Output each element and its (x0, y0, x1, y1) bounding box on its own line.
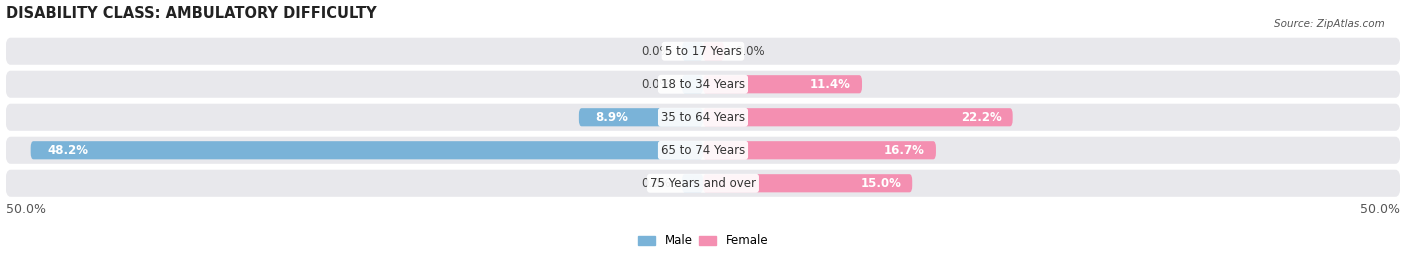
FancyBboxPatch shape (703, 108, 1012, 126)
Text: 16.7%: 16.7% (884, 144, 925, 157)
FancyBboxPatch shape (703, 141, 936, 159)
Text: 0.0%: 0.0% (641, 78, 671, 91)
Text: 11.4%: 11.4% (810, 78, 851, 91)
FancyBboxPatch shape (703, 174, 912, 192)
Text: DISABILITY CLASS: AMBULATORY DIFFICULTY: DISABILITY CLASS: AMBULATORY DIFFICULTY (6, 6, 377, 20)
FancyBboxPatch shape (6, 137, 1400, 164)
Text: 22.2%: 22.2% (960, 111, 1001, 124)
FancyBboxPatch shape (31, 141, 703, 159)
FancyBboxPatch shape (6, 104, 1400, 131)
Text: 50.0%: 50.0% (6, 203, 45, 216)
Text: 0.0%: 0.0% (641, 45, 671, 58)
Text: 35 to 64 Years: 35 to 64 Years (661, 111, 745, 124)
FancyBboxPatch shape (579, 108, 703, 126)
FancyBboxPatch shape (6, 38, 1400, 65)
FancyBboxPatch shape (703, 42, 724, 60)
Text: 8.9%: 8.9% (596, 111, 628, 124)
FancyBboxPatch shape (682, 75, 703, 93)
Text: 15.0%: 15.0% (860, 177, 901, 190)
Text: 0.0%: 0.0% (735, 45, 765, 58)
Text: 48.2%: 48.2% (48, 144, 89, 157)
Text: 5 to 17 Years: 5 to 17 Years (665, 45, 741, 58)
Text: 50.0%: 50.0% (1361, 203, 1400, 216)
FancyBboxPatch shape (682, 174, 703, 192)
FancyBboxPatch shape (703, 75, 862, 93)
Text: 75 Years and over: 75 Years and over (650, 177, 756, 190)
Text: Source: ZipAtlas.com: Source: ZipAtlas.com (1274, 19, 1385, 29)
Legend: Male, Female: Male, Female (633, 230, 773, 252)
FancyBboxPatch shape (6, 71, 1400, 98)
FancyBboxPatch shape (6, 170, 1400, 197)
FancyBboxPatch shape (682, 42, 703, 60)
Text: 65 to 74 Years: 65 to 74 Years (661, 144, 745, 157)
Text: 18 to 34 Years: 18 to 34 Years (661, 78, 745, 91)
Text: 0.0%: 0.0% (641, 177, 671, 190)
